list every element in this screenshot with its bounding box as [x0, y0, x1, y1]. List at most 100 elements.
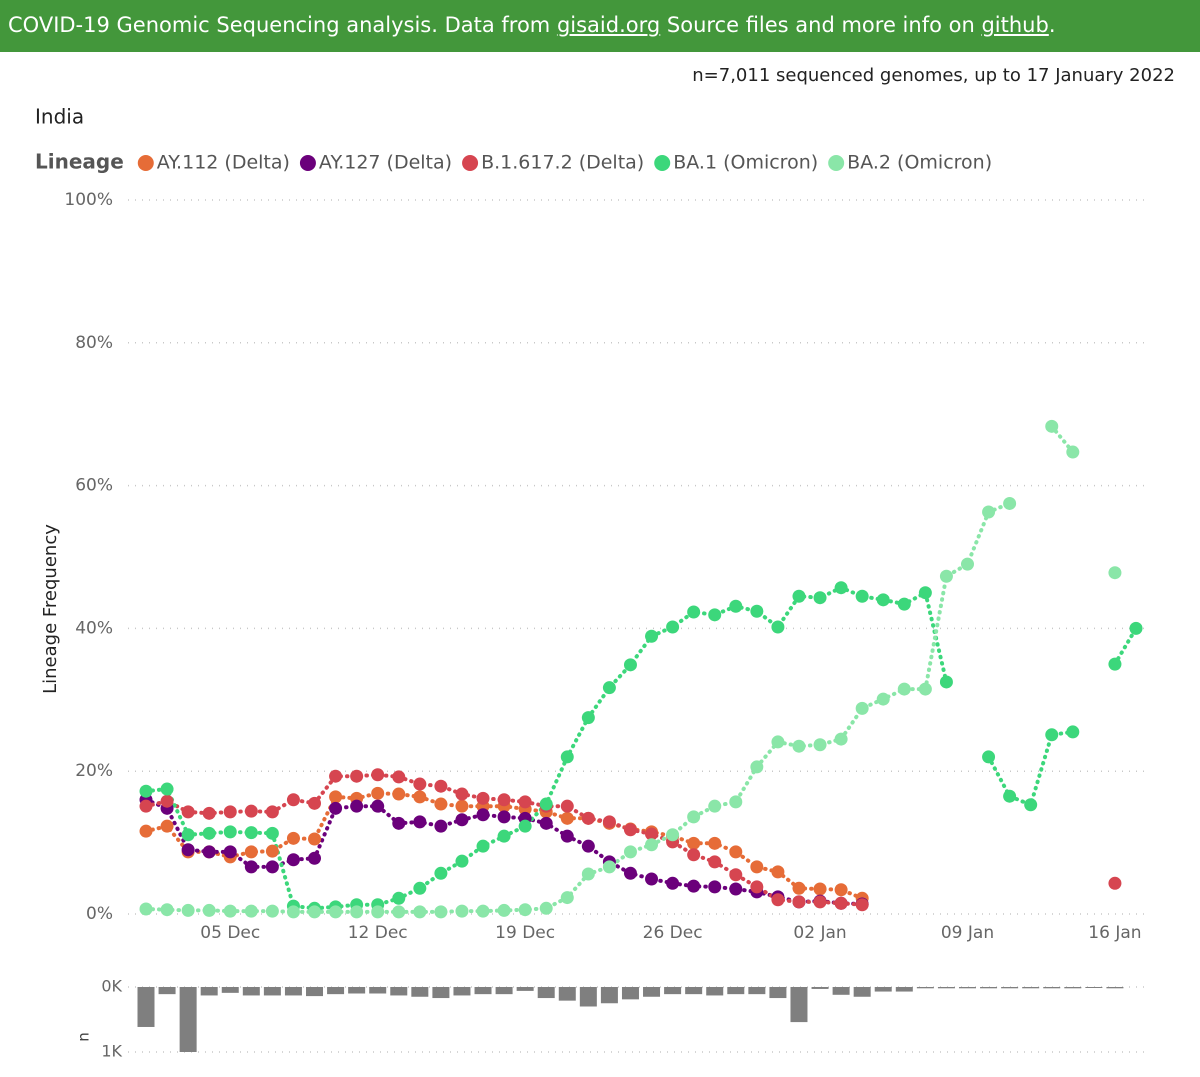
data-point [160, 819, 174, 833]
bar [916, 987, 934, 989]
data-point [602, 815, 616, 829]
legend-marker [462, 155, 479, 171]
data-point [497, 793, 511, 807]
data-point [560, 829, 574, 843]
bar [790, 987, 808, 1023]
data-point [623, 845, 637, 859]
data-point [939, 569, 953, 583]
data-point [1108, 657, 1122, 671]
bar [895, 987, 913, 992]
data-point [623, 866, 637, 880]
data-point [539, 901, 553, 915]
data-point [771, 735, 785, 749]
data-point [729, 882, 743, 896]
data-point [223, 904, 237, 918]
x-tick-label: 19 Dec [495, 923, 555, 943]
legend-marker [828, 155, 845, 171]
data-point [813, 591, 827, 605]
data-point [244, 804, 258, 818]
data-point [708, 608, 722, 622]
y-axis-label: Lineage Frequency [40, 524, 61, 694]
bar [853, 987, 871, 997]
legend-marker [654, 155, 671, 171]
data-point [813, 882, 827, 896]
header-text: COVID-19 Genomic Sequencing analysis. Da… [8, 13, 557, 37]
data-point [834, 883, 848, 897]
data-point [602, 681, 616, 695]
bar [306, 987, 324, 997]
data-point [750, 860, 764, 874]
x-tick-label: 09 Jan [941, 923, 994, 943]
data-point [202, 826, 216, 840]
bar [937, 987, 955, 989]
bar [327, 987, 345, 995]
data-point [518, 819, 532, 833]
data-point [792, 881, 806, 895]
data-point [897, 682, 911, 696]
data-point [687, 836, 701, 850]
data-point [476, 839, 490, 853]
y-tick-label: 80% [75, 333, 113, 353]
data-point [1108, 566, 1122, 580]
data-point [392, 905, 406, 919]
github-link[interactable]: github [981, 13, 1049, 37]
header-text: . [1048, 13, 1056, 37]
data-point [1024, 798, 1038, 812]
data-point [392, 816, 406, 830]
data-point [771, 620, 785, 634]
data-point [329, 801, 343, 815]
data-point [308, 832, 322, 846]
data-point [181, 805, 195, 819]
bar [664, 987, 682, 995]
data-point [645, 872, 659, 886]
data-point [371, 786, 385, 800]
data-point [244, 826, 258, 840]
y-tick-label: 20% [75, 761, 113, 781]
data-point [834, 581, 848, 595]
data-point [497, 829, 511, 843]
data-point [244, 904, 258, 918]
data-point [371, 905, 385, 919]
data-point [265, 805, 279, 819]
data-point [855, 701, 869, 715]
data-point [750, 760, 764, 774]
data-point [939, 675, 953, 689]
data-point [308, 905, 322, 919]
data-point [329, 790, 343, 804]
data-point [160, 782, 174, 796]
bar [1085, 987, 1103, 988]
y-tick-label: 60% [75, 476, 113, 496]
data-point [834, 896, 848, 910]
data-point [1045, 419, 1059, 433]
bar [643, 987, 661, 997]
data-point [982, 750, 996, 764]
data-point [666, 620, 680, 634]
data-point [560, 891, 574, 905]
data-point [834, 732, 848, 746]
data-point [581, 867, 595, 881]
chart: n=7,011 sequenced genomes, up to 17 Janu… [35, 65, 1175, 1061]
legend-label: AY.127 (Delta) [319, 152, 452, 174]
data-point [750, 880, 764, 894]
bar [1022, 987, 1040, 989]
bar [811, 987, 829, 989]
bar [832, 987, 850, 995]
bar [1106, 987, 1124, 989]
bar [516, 987, 534, 991]
data-point [139, 784, 153, 798]
data-point [539, 816, 553, 830]
data-point [434, 779, 448, 793]
bar [980, 987, 998, 989]
data-point [792, 895, 806, 909]
data-point [708, 799, 722, 813]
legend-label: BA.1 (Omicron) [673, 152, 818, 174]
data-point [476, 904, 490, 918]
data-point [392, 770, 406, 784]
data-point [960, 557, 974, 571]
gisaid-link[interactable]: gisaid.org [556, 13, 661, 37]
bar [621, 987, 639, 1000]
data-point [265, 844, 279, 858]
data-point [308, 796, 322, 810]
data-point [666, 828, 680, 842]
bar [474, 987, 492, 995]
